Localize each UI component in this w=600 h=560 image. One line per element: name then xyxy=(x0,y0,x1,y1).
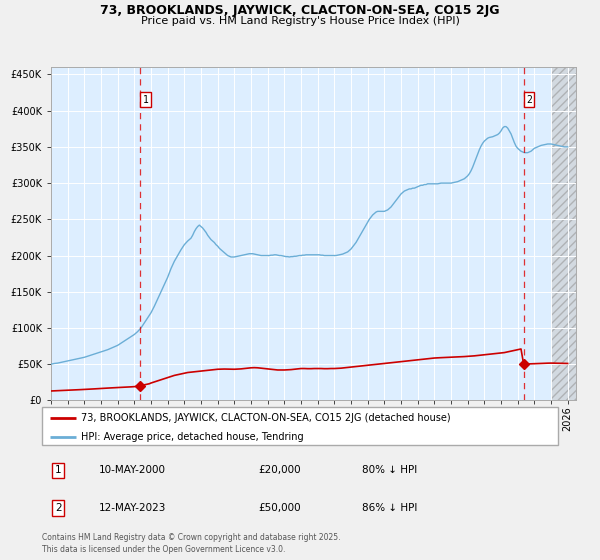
Text: 12-MAY-2023: 12-MAY-2023 xyxy=(99,503,166,513)
Text: HPI: Average price, detached house, Tendring: HPI: Average price, detached house, Tend… xyxy=(80,432,304,442)
FancyBboxPatch shape xyxy=(42,407,558,445)
Text: 80% ↓ HPI: 80% ↓ HPI xyxy=(362,465,417,475)
Text: £50,000: £50,000 xyxy=(259,503,301,513)
Text: 73, BROOKLANDS, JAYWICK, CLACTON-ON-SEA, CO15 2JG: 73, BROOKLANDS, JAYWICK, CLACTON-ON-SEA,… xyxy=(100,4,500,17)
Text: 10-MAY-2000: 10-MAY-2000 xyxy=(99,465,166,475)
Text: £20,000: £20,000 xyxy=(259,465,301,475)
Text: 2: 2 xyxy=(55,503,62,513)
Text: 86% ↓ HPI: 86% ↓ HPI xyxy=(362,503,417,513)
Text: Contains HM Land Registry data © Crown copyright and database right 2025.
This d: Contains HM Land Registry data © Crown c… xyxy=(42,533,341,554)
Text: 1: 1 xyxy=(55,465,62,475)
Text: 73, BROOKLANDS, JAYWICK, CLACTON-ON-SEA, CO15 2JG (detached house): 73, BROOKLANDS, JAYWICK, CLACTON-ON-SEA,… xyxy=(80,413,451,423)
Text: 2: 2 xyxy=(526,95,532,105)
Text: 1: 1 xyxy=(143,95,149,105)
Bar xyxy=(551,67,576,400)
Text: Price paid vs. HM Land Registry's House Price Index (HPI): Price paid vs. HM Land Registry's House … xyxy=(140,16,460,26)
